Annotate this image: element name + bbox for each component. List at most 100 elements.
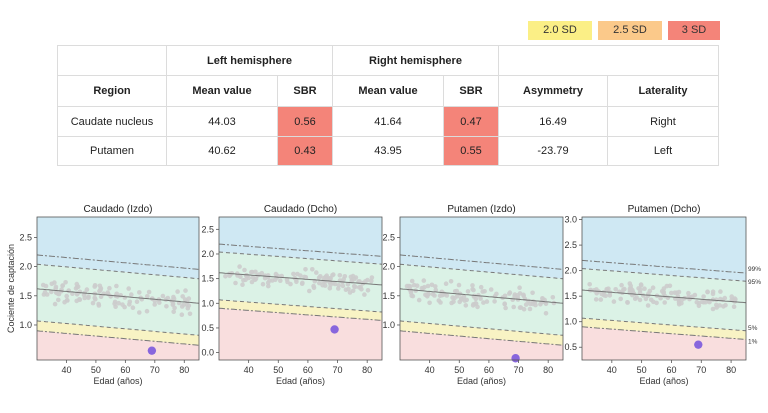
control-point: [661, 290, 666, 296]
control-point: [369, 275, 375, 280]
control-point: [114, 283, 119, 289]
y-tick-label: 2.5: [382, 232, 395, 242]
control-point: [461, 294, 467, 299]
control-point: [127, 299, 133, 305]
control-point: [259, 270, 265, 276]
p95-line: [399, 263, 564, 280]
control-point: [77, 289, 83, 295]
sd-legend: 2.0 SD 2.5 SD 3 SD: [527, 20, 721, 41]
p99-line: [581, 259, 747, 274]
control-point: [93, 297, 98, 302]
control-point: [42, 289, 48, 295]
control-point: [701, 294, 706, 299]
control-point: [249, 269, 254, 275]
table-row: Putamen 40.62 0.43 43.95 0.55 -23.79 Lef…: [57, 136, 719, 166]
control-point: [172, 305, 177, 311]
control-point: [112, 301, 117, 306]
control-point: [164, 304, 169, 309]
empty-header-cell: [498, 45, 719, 76]
x-tick-label: 50: [637, 365, 647, 375]
control-point: [456, 282, 462, 288]
control-point: [96, 301, 101, 307]
x-tick-label: 80: [726, 365, 736, 375]
percentile-label: 95%: [748, 279, 761, 286]
control-point: [137, 290, 142, 295]
plot-panel: Caudado (Izdo) 1.0 1.5 2.0 2.5 40 50 60 70 80 Edad…: [19, 204, 200, 386]
legend-2sd: 2.0 SD: [527, 20, 593, 41]
control-point: [56, 297, 61, 303]
control-point: [473, 296, 479, 302]
legend-2-5sd: 2.5 SD: [597, 20, 663, 41]
control-point: [637, 297, 643, 303]
y-tick-label: 0.0: [201, 348, 214, 358]
control-point: [223, 274, 228, 279]
control-point: [237, 264, 242, 269]
control-point: [365, 288, 371, 293]
plot-frame: [581, 216, 747, 361]
cell-right-mean: 43.95: [332, 136, 444, 166]
control-point: [433, 287, 439, 293]
control-point: [454, 288, 460, 294]
control-point: [654, 300, 659, 306]
control-point: [317, 280, 322, 286]
control-point: [97, 287, 103, 293]
control-point: [511, 304, 516, 310]
empty-header-cell: [57, 45, 167, 76]
cell-laterality: Right: [607, 106, 719, 137]
control-point: [699, 299, 705, 305]
plot-title: Putamen (Izdo): [447, 204, 515, 215]
table-row: Caudate nucleus 44.03 0.56 41.64 0.47 16…: [57, 106, 719, 137]
results-table: Left hemisphere Right hemisphere Region …: [57, 45, 719, 166]
lower-band: [219, 299, 382, 321]
control-point: [522, 296, 528, 302]
p99-line: [36, 254, 200, 270]
control-point: [298, 273, 303, 278]
control-point: [152, 302, 157, 307]
x-tick-label: 60: [484, 365, 494, 375]
control-point: [288, 281, 293, 287]
patient-point: [147, 346, 157, 355]
percentile-label: 1%: [748, 338, 758, 345]
y-tick-label: 1.0: [564, 317, 577, 327]
control-point: [463, 303, 469, 308]
control-point: [342, 274, 348, 279]
control-point: [598, 297, 604, 302]
control-point: [542, 299, 548, 305]
control-point: [77, 297, 82, 302]
control-point: [604, 286, 609, 292]
control-point: [267, 278, 272, 283]
control-point: [116, 300, 121, 306]
control-point: [233, 280, 238, 286]
control-point: [363, 279, 368, 284]
control-point: [97, 283, 103, 289]
control-point: [484, 299, 490, 304]
control-point: [718, 289, 723, 294]
control-point: [291, 271, 296, 277]
control-point: [163, 297, 169, 302]
control-point: [450, 295, 455, 300]
cell-left-sbr: 0.56: [277, 106, 333, 137]
left-hemisphere-header: Left hemisphere: [166, 45, 333, 76]
y-tick-label: 3.0: [564, 215, 577, 225]
control-point: [350, 288, 356, 294]
upper-region: [37, 217, 199, 279]
control-point: [84, 287, 90, 292]
plot-title: Putamen (Dcho): [628, 204, 701, 215]
cell-right-sbr: 0.47: [443, 106, 499, 137]
control-point: [266, 283, 271, 289]
control-point: [409, 278, 415, 284]
control-point: [478, 296, 483, 301]
control-point: [129, 292, 134, 297]
x-axis-label: Edad (años): [93, 376, 142, 386]
control-point: [423, 292, 428, 298]
control-point: [345, 282, 351, 287]
control-point: [260, 281, 266, 287]
control-point: [478, 284, 484, 290]
control-point: [714, 305, 719, 310]
lower-band: [582, 318, 746, 340]
control-point: [134, 299, 140, 304]
cell-right-mean: 41.64: [332, 106, 444, 137]
control-point: [687, 296, 692, 302]
control-point: [705, 289, 710, 294]
control-point: [145, 294, 150, 299]
